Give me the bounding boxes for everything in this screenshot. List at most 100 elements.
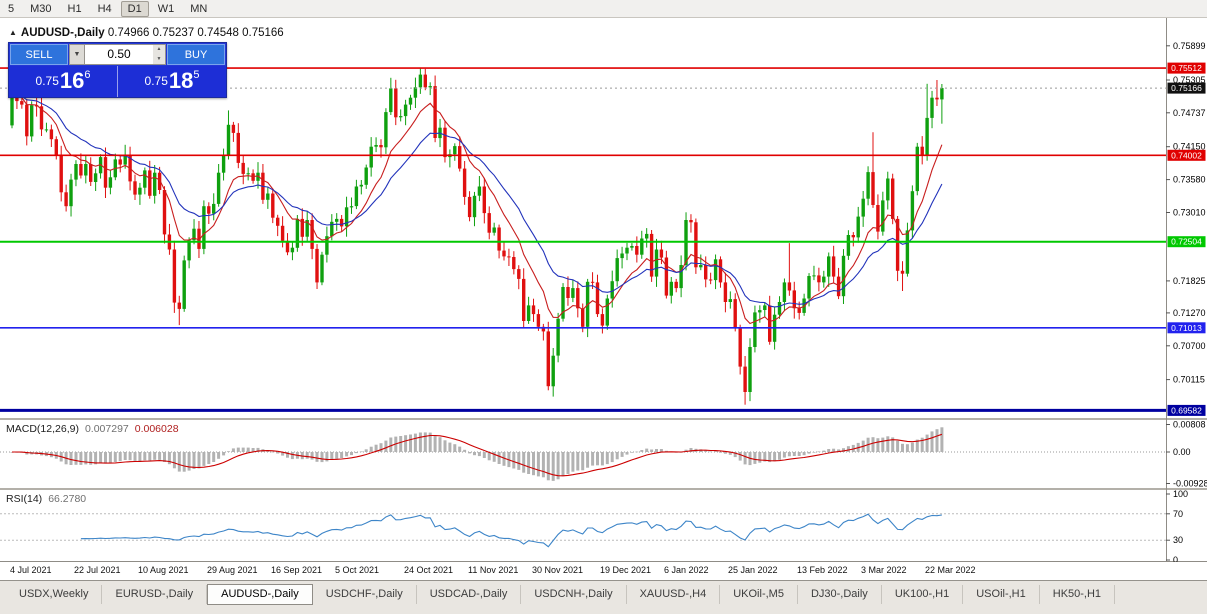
sell-price[interactable]: 0.75 16 6	[9, 66, 117, 97]
collapse-panel-icon[interactable]: ▲	[9, 28, 17, 37]
level-price-badge-0.69582: 0.69582	[1167, 404, 1206, 416]
date-axis-label: 30 Nov 2021	[532, 565, 584, 575]
price-axis-label: 0.73010	[1173, 208, 1206, 218]
date-axis-label: 13 Feb 2022	[797, 565, 848, 575]
date-axis-label: 5 Oct 2021	[335, 565, 380, 575]
chart-symbol-period: AUDUSD-,Daily	[20, 27, 105, 39]
bid-ask-prices: 0.75 16 6 0.75 18 5	[9, 66, 226, 97]
volume-input[interactable]: 0.50	[85, 44, 153, 65]
buy-price[interactable]: 0.75 18 5	[117, 66, 226, 97]
date-axis-label: 16 Sep 2021	[271, 565, 323, 575]
macd-indicator-label: MACD(12,26,9) 0.007297 0.006028	[6, 423, 179, 435]
chart-tab-xauusd-h4[interactable]: XAUUSD-,H4	[627, 585, 721, 604]
rsi-axis-label: 70	[1173, 509, 1183, 519]
timeframe-toolbar: 5 M30 H1 H4 D1 W1 MN	[0, 0, 1207, 18]
buy-price-big: 18	[168, 68, 194, 93]
chart-title: ▲ AUDUSD-,Daily 0.74966 0.75237 0.74548 0…	[9, 27, 284, 39]
price-axis-label: 0.70115	[1173, 375, 1205, 385]
macd-signal-value: 0.006028	[134, 423, 179, 435]
date-axis-label: 22 Jul 2021	[74, 565, 121, 575]
rsi-indicator-label: RSI(14) 66.2780	[6, 493, 86, 505]
slow-ma-line	[11, 94, 943, 308]
sell-button[interactable]: SELL	[10, 44, 68, 65]
timeframe-button-d1[interactable]: D1	[120, 0, 149, 17]
date-axis-label: 19 Dec 2021	[600, 565, 652, 575]
one-click-trading-panel: SELL ▼ 0.50 ▲ ▼ BUY 0.75 16 6 0.75 18 5	[8, 42, 227, 98]
svg-text:0.74002: 0.74002	[1171, 150, 1202, 160]
timeframe-button-h4[interactable]: H4	[97, 2, 112, 15]
volume-stepper[interactable]: ▲ ▼	[153, 44, 166, 65]
svg-text:0.69582: 0.69582	[1171, 405, 1202, 415]
svg-text:0.72504: 0.72504	[1171, 237, 1202, 247]
chart-tab-dj30-daily[interactable]: DJ30-,Daily	[798, 585, 882, 604]
volume-dropdown-arrow-icon[interactable]: ▼	[69, 44, 85, 65]
level-price-badge-0.72504: 0.72504	[1167, 236, 1206, 248]
chart-ohlc-values: 0.74966 0.75237 0.74548 0.75166	[107, 27, 284, 39]
buy-price-prefix: 0.75	[144, 74, 168, 88]
chart-tab-ukoil-m5[interactable]: UKOil-,M5	[720, 585, 798, 604]
macd-signal-line	[12, 433, 943, 477]
buy-price-pip: 5	[193, 69, 200, 81]
level-price-badge-0.74002: 0.74002	[1167, 149, 1206, 161]
chart-tab-uk100-h1[interactable]: UK100-,H1	[882, 585, 964, 604]
rsi-axis-label: 30	[1173, 535, 1183, 545]
date-axis-label: 10 Aug 2021	[138, 565, 189, 575]
date-axis-label: 11 Nov 2021	[468, 565, 519, 575]
timeframe-button-h1[interactable]: H1	[67, 2, 82, 15]
level-price-badge-0.75512: 0.75512	[1167, 62, 1206, 74]
rsi-value: 66.2780	[48, 493, 87, 505]
sell-price-prefix: 0.75	[35, 74, 59, 88]
chart-tab-hk50-h1[interactable]: HK50-,H1	[1040, 585, 1116, 604]
date-axis-label: 25 Jan 2022	[728, 565, 778, 575]
date-axis-label: 24 Oct 2021	[404, 565, 454, 575]
sell-price-pip: 6	[84, 69, 91, 81]
volume-down-icon[interactable]: ▼	[153, 54, 165, 64]
price-axis-label: 0.75305	[1173, 75, 1206, 85]
timeframe-button-w1[interactable]: W1	[157, 2, 175, 15]
date-axis-label: 29 Aug 2021	[207, 565, 258, 575]
trade-controls-row: SELL ▼ 0.50 ▲ ▼ BUY	[9, 43, 226, 66]
chart-tab-usdcad-daily[interactable]: USDCAD-,Daily	[417, 585, 522, 604]
macd-main-value: 0.007297	[84, 423, 129, 435]
rsi-axis-label: 100	[1173, 489, 1188, 499]
chart-tab-eurusd-daily[interactable]: EURUSD-,Daily	[102, 585, 208, 604]
svg-text:0.75166: 0.75166	[1171, 83, 1202, 93]
chart-tab-usdcnh-daily[interactable]: USDCNH-,Daily	[521, 585, 627, 604]
macd-axis-label: -0.00928	[1173, 479, 1207, 489]
date-axis[interactable]: 4 Jul 2021 22 Jul 2021 10 Aug 2021 29 Aug 2…	[0, 562, 1207, 580]
timeframe-button-m30[interactable]: M30	[30, 2, 52, 15]
timeframe-button-5[interactable]: 5	[8, 2, 15, 15]
panel-separator	[0, 418, 1207, 420]
sell-price-big: 16	[59, 68, 85, 93]
chart-tab-audusd-daily[interactable]: AUDUSD-,Daily	[207, 584, 313, 605]
date-axis-label: 22 Mar 2022	[925, 565, 976, 575]
svg-text:0.71013: 0.71013	[1171, 323, 1202, 333]
panel-separator	[0, 488, 1207, 490]
chart-tab-usdx-weekly[interactable]: USDX,Weekly	[6, 585, 103, 604]
price-axis-label: 0.70700	[1173, 341, 1206, 351]
timeframe-button-mn[interactable]: MN	[190, 2, 208, 15]
macd-name: MACD(12,26,9)	[6, 423, 79, 435]
svg-text:0.75512: 0.75512	[1171, 63, 1202, 73]
date-axis-label: 4 Jul 2021	[10, 565, 52, 575]
chart-window: 0.75899 0.75305 0.74737 0.74150 0.73580 0.730…	[0, 18, 1207, 562]
price-axis-label: 0.74737	[1173, 108, 1206, 118]
price-axis: 0.75899 0.75305 0.74737 0.74150 0.73580 0.730…	[1166, 41, 1207, 562]
buy-button[interactable]: BUY	[167, 44, 225, 65]
rsi-line	[80, 513, 942, 548]
fast-ma-line	[11, 94, 943, 325]
volume-up-icon[interactable]: ▲	[153, 45, 165, 55]
chart-tab-usoil-h1[interactable]: USOil-,H1	[963, 585, 1040, 604]
level-price-badge-0.71013: 0.71013	[1167, 322, 1206, 334]
date-axis-label: 3 Mar 2022	[861, 565, 907, 575]
chart-tab-usdchf-daily[interactable]: USDCHF-,Daily	[313, 585, 417, 604]
chart-tabs-bar: USDX,Weekly EURUSD-,Daily AUDUSD-,Daily USD…	[0, 580, 1207, 614]
price-axis-label: 0.75899	[1173, 41, 1206, 51]
price-axis-label: 0.74150	[1173, 142, 1206, 152]
date-axis-label: 6 Jan 2022	[664, 565, 709, 575]
current-price-badge: 0.75166	[1167, 82, 1206, 94]
candlestick-series	[10, 68, 944, 405]
price-axis-label: 0.73580	[1173, 175, 1206, 185]
price-axis-label: 0.71270	[1173, 308, 1206, 318]
